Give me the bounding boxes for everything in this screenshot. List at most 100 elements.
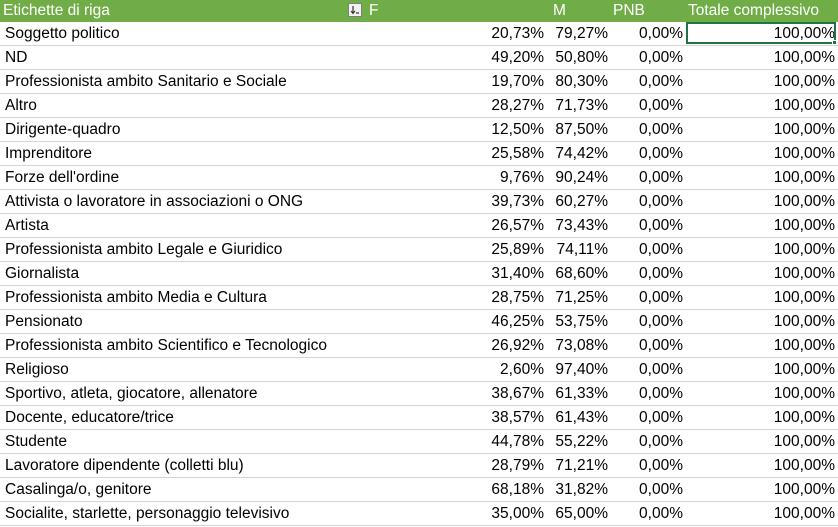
total-value-cell[interactable]: 100,00% <box>773 505 835 522</box>
f-value-cell[interactable]: 39,73% <box>491 193 544 210</box>
row-label-cell[interactable]: Altro <box>5 97 37 114</box>
total-value-cell[interactable]: 100,00% <box>773 409 835 426</box>
total-value-cell[interactable]: 100,00% <box>773 289 835 306</box>
f-value-cell[interactable]: 26,57% <box>491 217 544 234</box>
total-value-cell[interactable]: 100,00% <box>773 49 835 66</box>
f-value-cell[interactable]: 44,78% <box>491 433 544 450</box>
total-value-cell[interactable]: 100,00% <box>773 145 835 162</box>
m-value-cell[interactable]: 53,75% <box>555 313 608 330</box>
row-label-cell[interactable]: Professionista ambito Scientifico e Tecn… <box>5 337 327 354</box>
pnb-value-cell[interactable]: 0,00% <box>639 385 683 402</box>
m-value-cell[interactable]: 71,25% <box>555 289 608 306</box>
total-value-cell[interactable]: 100,00% <box>773 97 835 114</box>
column-header-total[interactable]: Totale complessivo <box>688 2 819 19</box>
row-label-cell[interactable]: Sportivo, atleta, giocatore, allenatore <box>5 385 258 402</box>
m-value-cell[interactable]: 55,22% <box>555 433 608 450</box>
row-label-cell[interactable]: Professionista ambito Legale e Giuridico <box>5 241 283 258</box>
pnb-value-cell[interactable]: 0,00% <box>639 217 683 234</box>
f-value-cell[interactable]: 28,27% <box>491 97 544 114</box>
row-label-cell[interactable]: Giornalista <box>5 265 80 282</box>
row-label-cell[interactable]: Docente, educatore/trice <box>5 409 174 426</box>
total-value-cell[interactable]: 100,00% <box>773 121 835 138</box>
total-value-cell[interactable]: 100,00% <box>773 265 835 282</box>
row-label-cell[interactable]: Attivista o lavoratore in associazioni o… <box>5 193 304 210</box>
f-value-cell[interactable]: 25,89% <box>491 241 544 258</box>
f-value-cell[interactable]: 38,57% <box>491 409 544 426</box>
row-label-cell[interactable]: ND <box>5 49 28 66</box>
m-value-cell[interactable]: 73,08% <box>555 337 608 354</box>
f-value-cell[interactable]: 46,25% <box>491 313 544 330</box>
f-value-cell[interactable]: 28,79% <box>491 457 544 474</box>
row-label-cell[interactable]: Professionista ambito Sanitario e Social… <box>5 73 287 90</box>
f-value-cell[interactable]: 12,50% <box>491 121 544 138</box>
total-value-cell[interactable]: 100,00% <box>773 169 835 186</box>
row-label-cell[interactable]: Dirigente-quadro <box>5 121 121 138</box>
m-value-cell[interactable]: 90,24% <box>555 169 608 186</box>
pnb-value-cell[interactable]: 0,00% <box>639 433 683 450</box>
row-label-cell[interactable]: Soggetto politico <box>5 25 120 42</box>
m-value-cell[interactable]: 80,30% <box>555 73 608 90</box>
total-value-cell[interactable]: 100,00% <box>773 361 835 378</box>
pnb-value-cell[interactable]: 0,00% <box>639 361 683 378</box>
pnb-value-cell[interactable]: 0,00% <box>639 313 683 330</box>
f-value-cell[interactable]: 28,75% <box>491 289 544 306</box>
pnb-value-cell[interactable]: 0,00% <box>639 265 683 282</box>
pnb-value-cell[interactable]: 0,00% <box>639 73 683 90</box>
pnb-value-cell[interactable]: 0,00% <box>639 169 683 186</box>
pnb-value-cell[interactable]: 0,00% <box>639 49 683 66</box>
m-value-cell[interactable]: 50,80% <box>555 49 608 66</box>
pnb-value-cell[interactable]: 0,00% <box>639 25 683 42</box>
fill-handle[interactable] <box>832 40 837 45</box>
m-value-cell[interactable]: 97,40% <box>555 361 608 378</box>
total-value-cell[interactable]: 100,00% <box>773 313 835 330</box>
row-label-cell[interactable]: Imprenditore <box>5 145 93 162</box>
total-value-cell[interactable]: 100,00% <box>773 481 835 498</box>
pnb-value-cell[interactable]: 0,00% <box>639 241 683 258</box>
total-value-cell[interactable]: 100,00% <box>773 385 835 402</box>
f-value-cell[interactable]: 31,40% <box>491 265 544 282</box>
m-value-cell[interactable]: 68,60% <box>555 265 608 282</box>
total-value-cell[interactable]: 100,00% <box>773 337 835 354</box>
f-value-cell[interactable]: 26,92% <box>491 337 544 354</box>
m-value-cell[interactable]: 61,43% <box>555 409 608 426</box>
pnb-value-cell[interactable]: 0,00% <box>639 337 683 354</box>
column-header-m[interactable]: M <box>553 2 566 19</box>
pnb-value-cell[interactable]: 0,00% <box>639 193 683 210</box>
m-value-cell[interactable]: 71,21% <box>555 457 608 474</box>
m-value-cell[interactable]: 31,82% <box>555 481 608 498</box>
row-label-cell[interactable]: Pensionato <box>5 313 83 330</box>
row-label-cell[interactable]: Forze dell'ordine <box>5 169 120 186</box>
f-value-cell[interactable]: 68,18% <box>491 481 544 498</box>
pnb-value-cell[interactable]: 0,00% <box>639 145 683 162</box>
f-value-cell[interactable]: 35,00% <box>491 505 544 522</box>
pnb-value-cell[interactable]: 0,00% <box>639 505 683 522</box>
column-header-pnb[interactable]: PNB <box>613 2 645 19</box>
total-value-cell[interactable]: 100,00% <box>773 193 835 210</box>
pnb-value-cell[interactable]: 0,00% <box>639 97 683 114</box>
f-value-cell[interactable]: 19,70% <box>491 73 544 90</box>
m-value-cell[interactable]: 74,42% <box>555 145 608 162</box>
pnb-value-cell[interactable]: 0,00% <box>639 409 683 426</box>
row-labels-header[interactable]: Etichette di riga <box>3 2 110 19</box>
m-value-cell[interactable]: 61,33% <box>555 385 608 402</box>
pnb-value-cell[interactable]: 0,00% <box>639 121 683 138</box>
m-value-cell[interactable]: 74,11% <box>556 241 608 258</box>
filter-dropdown-icon[interactable] <box>348 3 362 17</box>
total-value-cell[interactable]: 100,00% <box>773 433 835 450</box>
row-label-cell[interactable]: Casalinga/o, genitore <box>5 481 152 498</box>
f-value-cell[interactable]: 38,67% <box>491 385 544 402</box>
f-value-cell[interactable]: 9,76% <box>500 169 544 186</box>
total-value-cell[interactable]: 100,00% <box>773 25 835 42</box>
pnb-value-cell[interactable]: 0,00% <box>639 457 683 474</box>
m-value-cell[interactable]: 65,00% <box>555 505 608 522</box>
m-value-cell[interactable]: 73,43% <box>555 217 608 234</box>
row-label-cell[interactable]: Lavoratore dipendente (colletti blu) <box>5 457 244 474</box>
total-value-cell[interactable]: 100,00% <box>773 241 835 258</box>
m-value-cell[interactable]: 87,50% <box>555 121 608 138</box>
f-value-cell[interactable]: 2,60% <box>500 361 544 378</box>
f-value-cell[interactable]: 49,20% <box>491 49 544 66</box>
total-value-cell[interactable]: 100,00% <box>773 217 835 234</box>
m-value-cell[interactable]: 79,27% <box>555 25 608 42</box>
f-value-cell[interactable]: 20,73% <box>491 25 544 42</box>
row-label-cell[interactable]: Religioso <box>5 361 69 378</box>
